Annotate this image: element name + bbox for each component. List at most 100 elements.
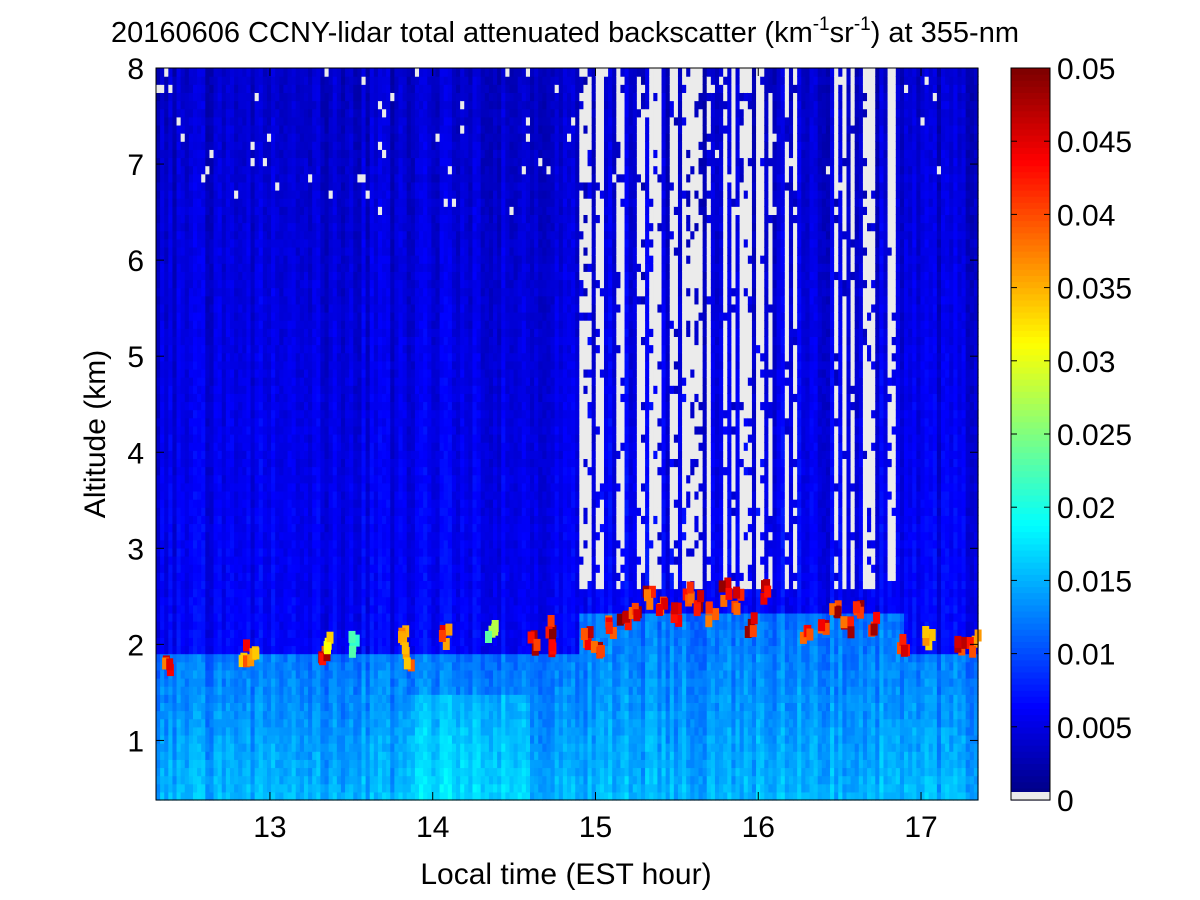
heatmap-cell (299, 734, 305, 744)
heatmap-cell (328, 678, 334, 687)
heatmap-cell (250, 686, 256, 695)
heatmap-cell (299, 238, 305, 248)
heatmap-cell (291, 580, 297, 590)
heatmap-cell (275, 678, 280, 687)
heatmap-cell (312, 295, 317, 305)
heatmap-cell (295, 734, 301, 744)
heatmap-cell (324, 157, 330, 167)
heatmap-cell (287, 629, 293, 638)
heatmap-cell (275, 68, 280, 77)
heatmap-cell (345, 466, 350, 476)
heatmap-cell (258, 320, 264, 329)
heatmap-cell (299, 718, 305, 728)
heatmap-cell (156, 344, 161, 354)
heatmap-cell (345, 556, 350, 565)
heatmap-cell (377, 775, 383, 785)
heatmap-cell (316, 425, 321, 435)
heatmap-cell (229, 401, 235, 411)
heatmap-cell (279, 76, 285, 85)
heatmap-cell (238, 507, 243, 516)
heatmap-cell (382, 678, 387, 687)
heatmap-cell (308, 612, 313, 622)
heatmap-cell (184, 124, 190, 134)
heatmap-cell (205, 629, 211, 638)
heatmap-cell (197, 499, 202, 508)
heatmap-cell (254, 157, 260, 167)
heatmap-cell (246, 320, 252, 329)
heatmap-cell (361, 385, 367, 394)
heatmap-cell (308, 572, 313, 581)
heatmap-cell (361, 710, 367, 720)
heatmap-cell (295, 100, 301, 110)
heatmap-cell (320, 556, 326, 565)
heatmap-cell (160, 165, 165, 175)
heatmap-cell (205, 523, 211, 533)
heatmap-cell (332, 490, 338, 500)
heatmap-cell (279, 425, 285, 435)
heatmap-cell (188, 629, 194, 638)
heatmap-cell (353, 92, 358, 102)
heatmap-cell (332, 482, 338, 492)
heatmap-cell (164, 198, 169, 207)
heatmap-cell (188, 783, 194, 793)
heatmap-cell (303, 116, 309, 126)
heatmap-cell (357, 214, 363, 224)
heatmap-cell (303, 360, 309, 370)
heatmap-cell (205, 238, 211, 248)
heatmap-cell (345, 141, 350, 150)
heatmap-cell (279, 263, 285, 272)
heatmap-cell (168, 393, 174, 403)
heatmap-cell (168, 181, 174, 191)
heatmap-cell (225, 76, 231, 85)
heatmap-cell (262, 767, 268, 777)
heatmap-cell (324, 694, 330, 703)
heatmap-cell (192, 255, 198, 264)
heatmap-cell (271, 230, 276, 240)
heatmap-cell (340, 466, 346, 476)
heatmap-cell (345, 263, 350, 272)
heatmap-cell (299, 190, 305, 199)
heatmap-cell (308, 466, 313, 476)
heatmap-cell (382, 499, 387, 508)
heatmap-cell (180, 767, 186, 777)
heatmap-cell (373, 368, 379, 378)
heatmap-cell (324, 173, 330, 183)
heatmap-cell (221, 490, 227, 500)
heatmap-cell (295, 198, 301, 207)
heatmap-cell (197, 328, 202, 337)
heatmap-cell (242, 206, 248, 215)
heatmap-cell (250, 523, 256, 533)
heatmap-cell (184, 417, 190, 427)
heatmap-cell (180, 556, 186, 565)
heatmap-cell (176, 246, 182, 256)
heatmap-cell (349, 68, 354, 77)
heatmap-cell (192, 743, 198, 752)
heatmap-cell (262, 352, 268, 362)
heatmap-cell (377, 734, 383, 744)
heatmap-cell (287, 246, 293, 256)
heatmap-cell (238, 718, 243, 728)
heatmap-cell (180, 612, 186, 622)
heatmap-cell (172, 393, 178, 403)
heatmap-cell (320, 588, 326, 598)
heatmap-cell (213, 303, 219, 313)
heatmap-cell (324, 775, 330, 785)
heatmap-cell (332, 287, 338, 297)
heatmap-cell (156, 490, 161, 500)
heatmap-cell (176, 507, 182, 516)
heatmap-cell (332, 678, 338, 687)
heatmap-cell (184, 686, 190, 695)
heatmap-cell (188, 726, 194, 736)
heatmap-cell (299, 230, 305, 240)
heatmap-cell (340, 352, 346, 362)
heatmap-cell (250, 604, 256, 614)
heatmap-cell (365, 263, 371, 272)
heatmap-cell (250, 303, 256, 313)
heatmap-cell (201, 108, 206, 118)
heatmap-cell (271, 181, 276, 191)
heatmap-cell (172, 312, 178, 321)
heatmap-cell (250, 68, 256, 77)
heatmap-cell (295, 515, 301, 525)
heatmap-cell (365, 116, 371, 126)
heatmap-cell (299, 539, 305, 549)
